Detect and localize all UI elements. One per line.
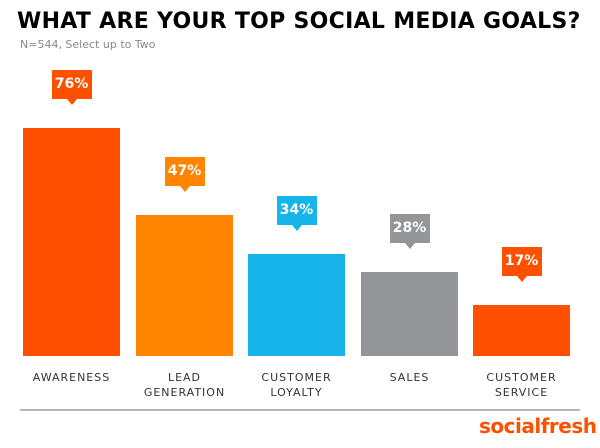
- category-label-3: SALES: [389, 371, 430, 384]
- socialfresh-logo: socialfresh: [479, 414, 597, 438]
- bar-0: [23, 128, 120, 356]
- data-label-4: 17%: [501, 247, 542, 282]
- bar-1: [136, 215, 233, 356]
- bar-4: [473, 305, 570, 356]
- category-label-0: AWARENESS: [32, 371, 111, 384]
- chart-title: WHAT ARE YOUR TOP SOCIAL MEDIA GOALS?: [17, 9, 581, 34]
- category-label-4: CUSTOMER SERVICE: [486, 371, 557, 399]
- category-label-2: CUSTOMER LOYALTY: [261, 371, 332, 399]
- data-label-0: 76%: [51, 70, 92, 105]
- data-label-3: 28%: [389, 214, 430, 249]
- bar-3: [361, 272, 458, 356]
- data-label-2: 34%: [276, 196, 317, 231]
- data-label-1: 47%: [164, 157, 205, 192]
- footer-divider: [20, 409, 580, 411]
- bar-2: [248, 254, 345, 356]
- chart-subtitle: N=544, Select up to Two: [20, 38, 156, 51]
- category-label-1: LEAD GENERATION: [143, 371, 226, 399]
